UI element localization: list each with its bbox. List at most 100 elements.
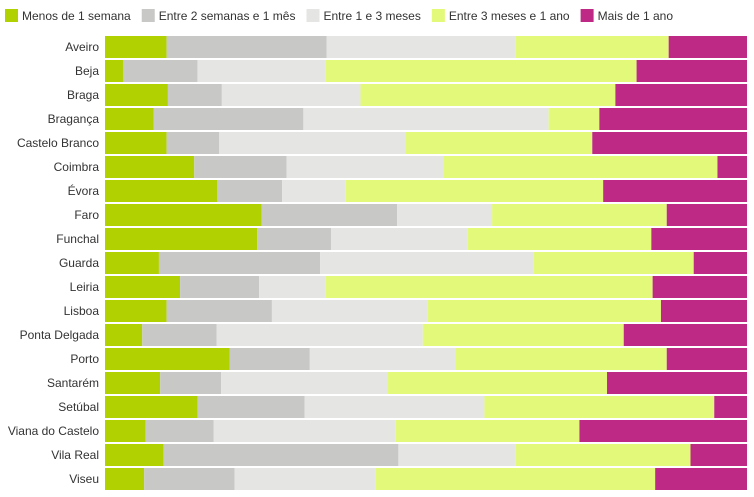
bar-braga-mais-de-1-ano (615, 84, 747, 106)
bar-vila-real-menos-de-1-semana (105, 444, 164, 466)
bar-ponta-delgada-entre-1-e-3-meses (216, 324, 423, 346)
bar-guarda-entre-3-meses-e-1-ano (533, 252, 694, 274)
bar-viana-do-castelo-mais-de-1-ano (579, 420, 747, 442)
bar-beja-menos-de-1-semana (105, 60, 123, 82)
category-label-lisboa: Lisboa (64, 304, 100, 318)
legend-swatch-menos-de-1-semana (5, 9, 18, 22)
bar-funchal-mais-de-1-ano (651, 228, 747, 250)
category-labels: Aveiro Beja Braga Bragança Castelo Branco Coi… (8, 40, 100, 486)
legend-swatch-mais-de-1-ano (580, 9, 594, 22)
bar-braganca-mais-de-1-ano (599, 108, 747, 130)
bar-guarda-mais-de-1-ano (693, 252, 747, 274)
bar-setubal-entre-2-semanas-e-1-mes (197, 396, 305, 418)
bar-vila-real-entre-2-semanas-e-1-mes (163, 444, 399, 466)
bar-vila-real-mais-de-1-ano (690, 444, 747, 466)
bar-coimbra-entre-3-meses-e-1-ano (443, 156, 718, 178)
bar-evora-menos-de-1-semana (105, 180, 218, 202)
bar-santarem-mais-de-1-ano (607, 372, 747, 394)
bar-evora-entre-3-meses-e-1-ano (345, 180, 604, 202)
bar-beja-mais-de-1-ano (636, 60, 747, 82)
category-label-setubal: Setúbal (58, 400, 99, 414)
bar-castelo-branco-entre-1-e-3-meses (219, 132, 406, 154)
bar-viseu-entre-3-meses-e-1-ano (375, 468, 656, 490)
category-label-santarem: Santarém (47, 376, 99, 390)
bar-ponta-delgada-mais-de-1-ano (623, 324, 747, 346)
bar-aveiro-entre-1-e-3-meses (326, 36, 516, 58)
bar-lisboa-mais-de-1-ano (660, 300, 747, 322)
bar-lisboa-menos-de-1-semana (105, 300, 167, 322)
bar-beja-entre-3-meses-e-1-ano (325, 60, 637, 82)
bar-braga-menos-de-1-semana (105, 84, 168, 106)
bar-coimbra-entre-2-semanas-e-1-mes (194, 156, 287, 178)
bar-funchal-menos-de-1-semana (105, 228, 258, 250)
bar-beja-entre-1-e-3-meses (197, 60, 326, 82)
bar-viana-do-castelo-entre-2-semanas-e-1-mes (145, 420, 214, 442)
bar-santarem-entre-2-semanas-e-1-mes (160, 372, 222, 394)
category-label-ponta-delgada: Ponta Delgada (20, 328, 100, 342)
legend-label-menos-de-1-semana: Menos de 1 semana (22, 9, 131, 23)
legend-label-entre-1-e-3-meses: Entre 1 e 3 meses (323, 9, 420, 23)
bar-funchal-entre-2-semanas-e-1-mes (257, 228, 331, 250)
bar-leiria-mais-de-1-ano (652, 276, 747, 298)
bar-setubal-entre-3-meses-e-1-ano (484, 396, 715, 418)
legend-swatch-entre-2-semanas-e-1-mes (141, 9, 155, 22)
bar-guarda-entre-2-semanas-e-1-mes (158, 252, 321, 274)
bar-braganca-menos-de-1-semana (105, 108, 154, 130)
bar-lisboa-entre-1-e-3-meses (271, 300, 428, 322)
bar-guarda-entre-1-e-3-meses (320, 252, 534, 274)
bar-braganca-entre-1-e-3-meses (303, 108, 549, 130)
bar-ponta-delgada-entre-2-semanas-e-1-mes (142, 324, 217, 346)
category-label-faro: Faro (74, 208, 99, 222)
bar-faro-entre-2-semanas-e-1-mes (261, 204, 398, 226)
legend-swatch-entre-1-e-3-meses (306, 9, 320, 22)
bar-braga-entre-2-semanas-e-1-mes (167, 84, 222, 106)
bar-viana-do-castelo-menos-de-1-semana (105, 420, 146, 442)
category-label-beja: Beja (75, 64, 99, 78)
bar-santarem-menos-de-1-semana (105, 372, 161, 394)
bar-viseu-entre-1-e-3-meses (234, 468, 376, 490)
bar-faro-menos-de-1-semana (105, 204, 262, 226)
bar-viseu-mais-de-1-ano (655, 468, 747, 490)
legend: Menos de 1 semana Entre 2 semanas e 1 mês… (5, 9, 673, 23)
category-label-funchal: Funchal (56, 232, 99, 246)
bar-porto-entre-3-meses-e-1-ano (455, 348, 667, 370)
bar-viana-do-castelo-entre-3-meses-e-1-ano (395, 420, 580, 442)
category-label-leiria: Leiria (70, 280, 100, 294)
bar-leiria-entre-1-e-3-meses (259, 276, 326, 298)
bar-faro-entre-1-e-3-meses (397, 204, 493, 226)
legend-label-entre-2-semanas-e-1-mes: Entre 2 semanas e 1 mês (159, 9, 296, 23)
category-label-braga: Braga (67, 88, 99, 102)
bar-viseu-entre-2-semanas-e-1-mes (144, 468, 235, 490)
bar-funchal-entre-3-meses-e-1-ano (467, 228, 652, 250)
bar-lisboa-entre-3-meses-e-1-ano (427, 300, 661, 322)
bar-funchal-entre-1-e-3-meses (330, 228, 468, 250)
category-label-braganca: Bragança (48, 112, 100, 126)
bar-porto-entre-2-semanas-e-1-mes (229, 348, 310, 370)
category-label-guarda: Guarda (59, 256, 99, 270)
bar-evora-entre-1-e-3-meses (282, 180, 346, 202)
bar-porto-entre-1-e-3-meses (309, 348, 456, 370)
bar-porto-menos-de-1-semana (105, 348, 230, 370)
bar-aveiro-mais-de-1-ano (668, 36, 747, 58)
bar-setubal-mais-de-1-ano (714, 396, 747, 418)
bar-setubal-menos-de-1-semana (105, 396, 198, 418)
category-label-viseu: Viseu (69, 472, 99, 486)
bar-evora-mais-de-1-ano (603, 180, 747, 202)
category-label-evora: Évora (68, 183, 100, 198)
bars (105, 36, 747, 490)
bar-santarem-entre-3-meses-e-1-ano (387, 372, 608, 394)
bar-braganca-entre-3-meses-e-1-ano (548, 108, 600, 130)
bar-braganca-entre-2-semanas-e-1-mes (153, 108, 304, 130)
bar-braga-entre-1-e-3-meses (221, 84, 361, 106)
category-label-castelo-branco: Castelo Branco (17, 136, 99, 150)
bar-evora-entre-2-semanas-e-1-mes (217, 180, 283, 202)
bar-lisboa-entre-2-semanas-e-1-mes (166, 300, 272, 322)
bar-coimbra-menos-de-1-semana (105, 156, 195, 178)
bar-leiria-menos-de-1-semana (105, 276, 181, 298)
legend-label-entre-3-meses-e-1-ano: Entre 3 meses e 1 ano (449, 9, 570, 23)
category-label-aveiro: Aveiro (65, 40, 99, 54)
bar-aveiro-menos-de-1-semana (105, 36, 167, 58)
bar-castelo-branco-entre-3-meses-e-1-ano (405, 132, 593, 154)
bar-porto-mais-de-1-ano (666, 348, 747, 370)
bar-ponta-delgada-menos-de-1-semana (105, 324, 143, 346)
